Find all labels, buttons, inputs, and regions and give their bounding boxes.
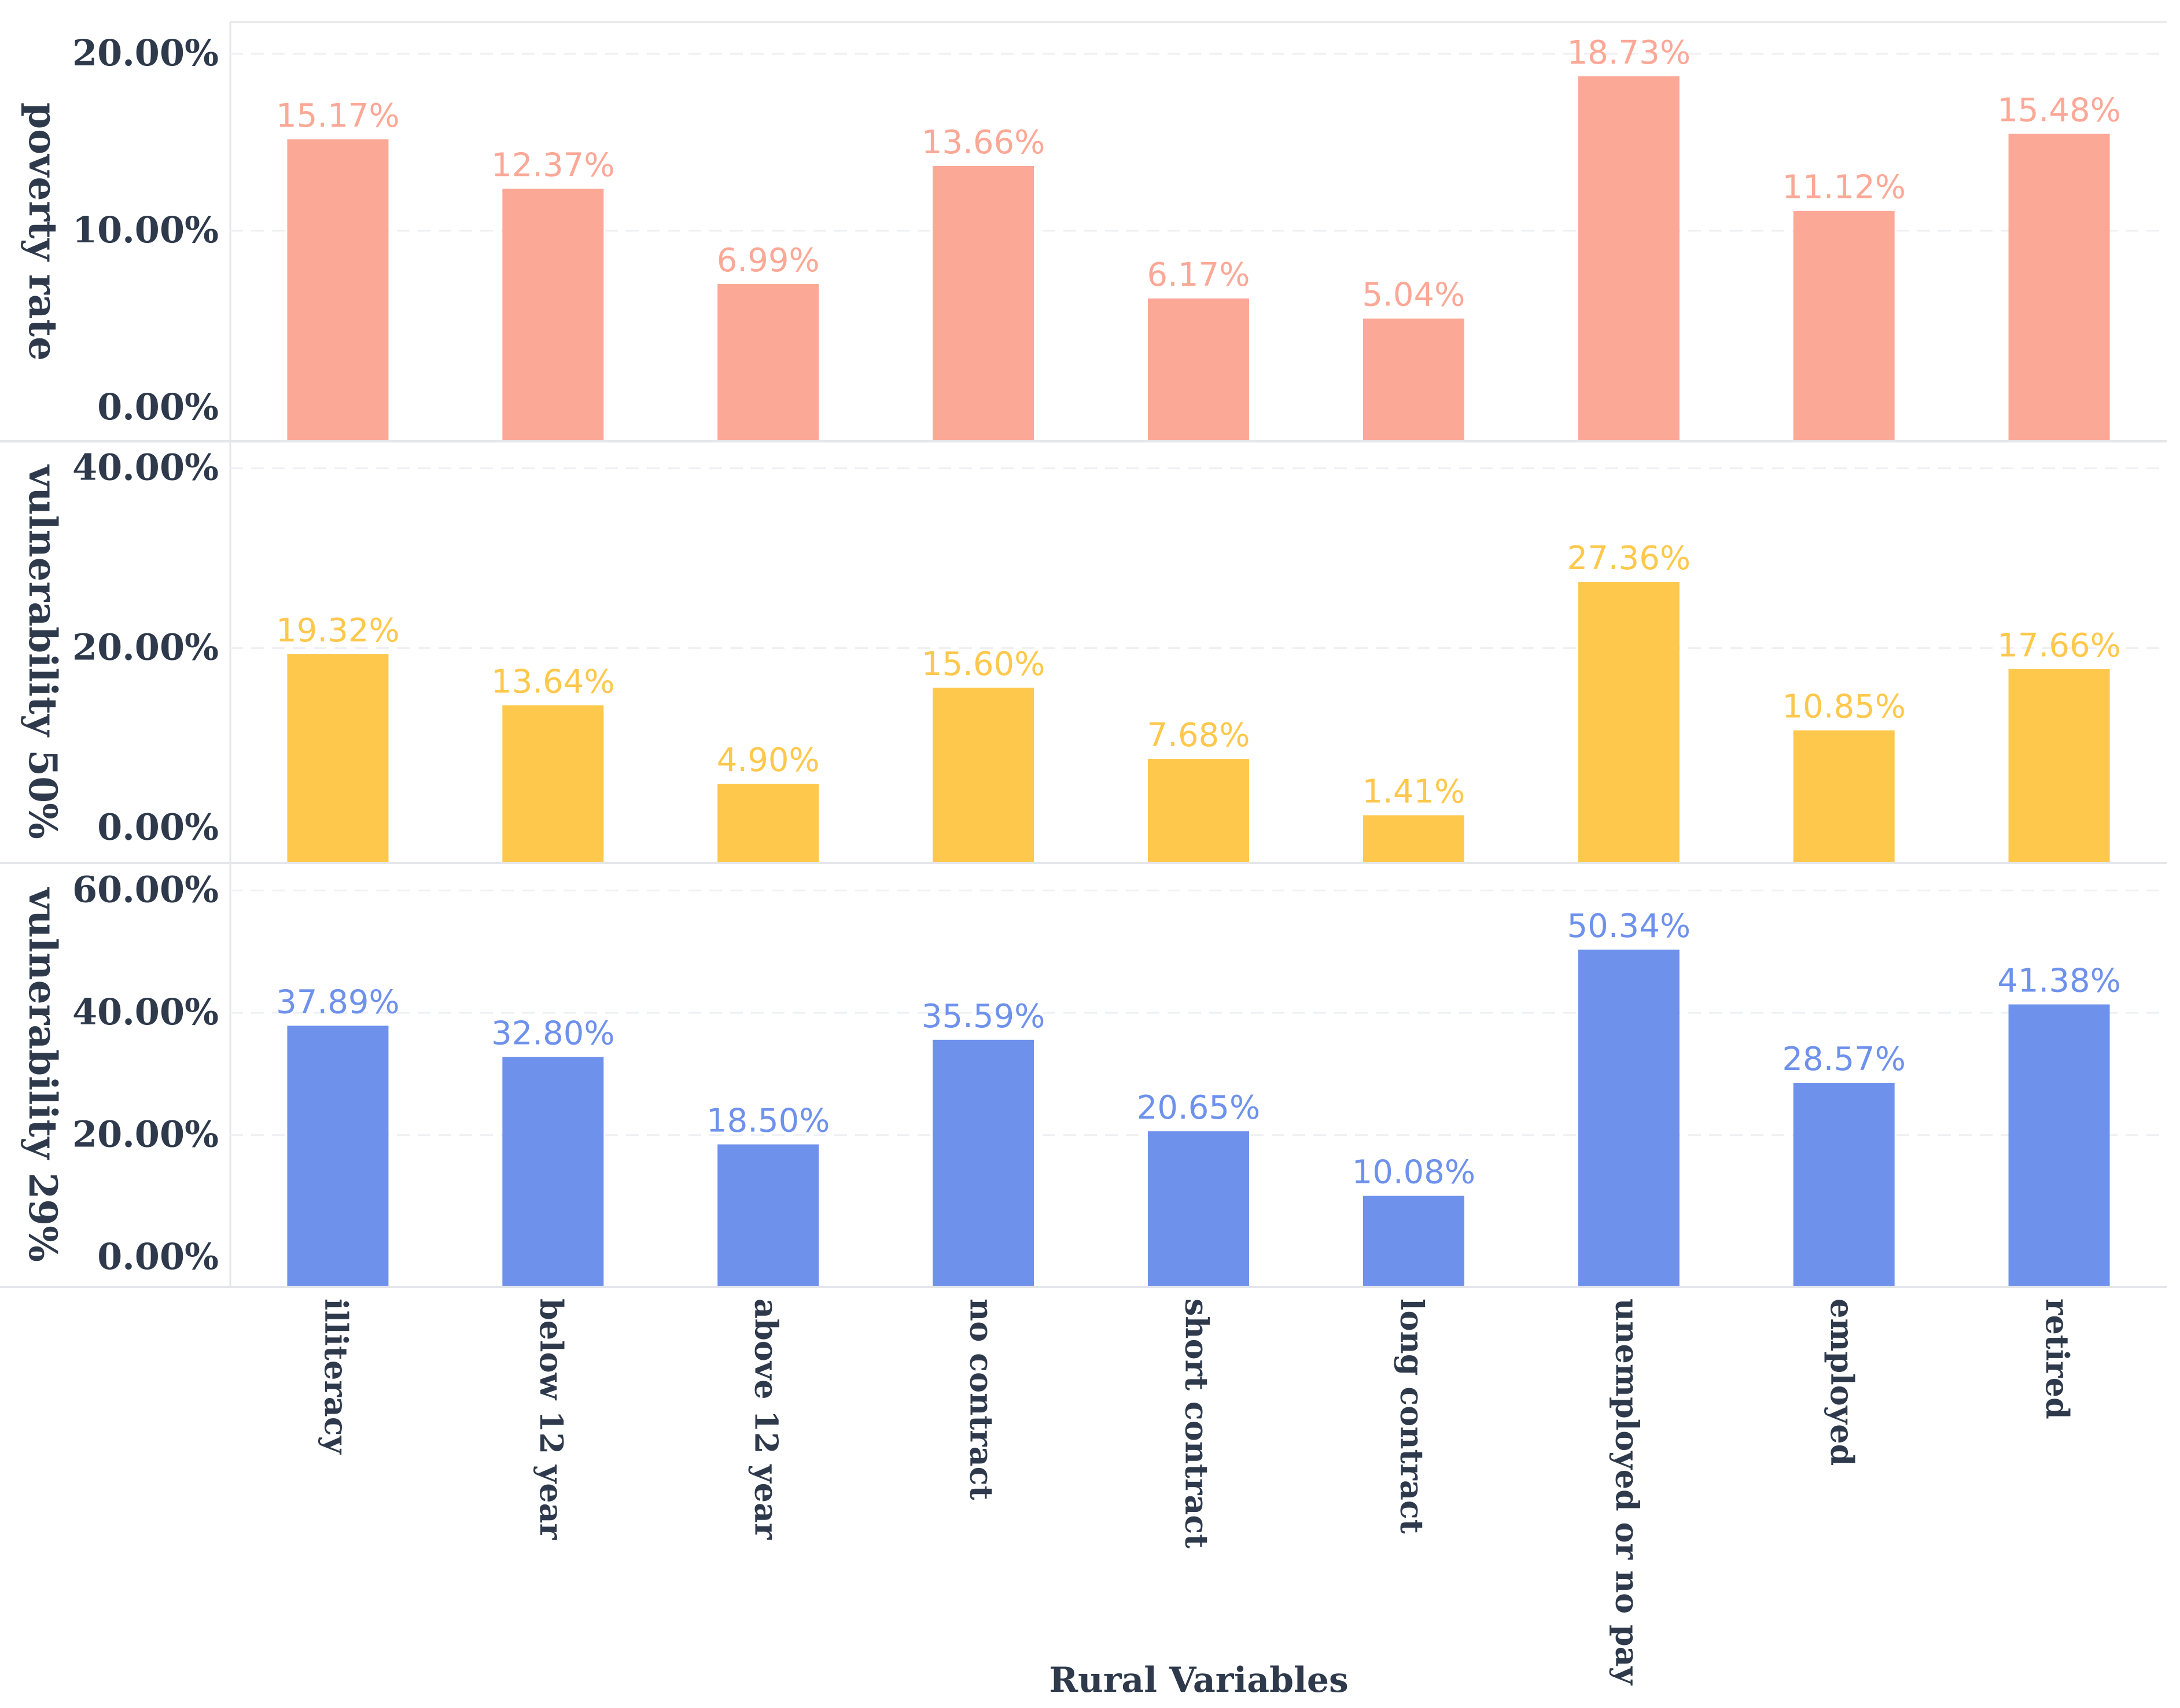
bar[interactable]	[1362, 1196, 1464, 1287]
bar[interactable]	[1578, 582, 1680, 863]
y-tick-label: 20.00%	[72, 626, 219, 669]
bar[interactable]	[2008, 134, 2110, 442]
data-label: 10.85%	[1782, 688, 1906, 726]
data-label: 18.73%	[1567, 34, 1691, 72]
data-label: 28.57%	[1782, 1041, 1906, 1078]
bar[interactable]	[1148, 759, 1249, 863]
y-axis-title: poverty rate	[20, 102, 65, 361]
data-label: 27.36%	[1567, 540, 1691, 577]
bar[interactable]	[1793, 211, 1895, 441]
data-label: 35.59%	[922, 998, 1045, 1035]
bar[interactable]	[1793, 1083, 1895, 1287]
y-tick-label: 20.00%	[72, 32, 219, 74]
bar[interactable]	[933, 687, 1034, 863]
panel-2: 0.00% 20.00% 40.00% 60.00%vulnerability 29%…	[0, 862, 2167, 1288]
y-tick-label: 0.00%	[97, 1235, 219, 1278]
data-label: 15.60%	[922, 645, 1045, 683]
x-tick-label: above 12 year	[748, 1298, 785, 1540]
data-label: 17.66%	[1997, 627, 2121, 665]
x-tick-label: illiteracy	[318, 1298, 355, 1455]
bar[interactable]	[502, 1057, 604, 1287]
panel-1: 0.00% 20.00% 40.00%vulnerability 50% 19.32%…	[0, 440, 2167, 864]
x-tick-label: unemployed or no pay	[1608, 1298, 1645, 1686]
bar[interactable]	[2008, 669, 2110, 863]
bar[interactable]	[502, 705, 604, 863]
data-label: 1.41%	[1362, 773, 1465, 810]
y-tick-label: 40.00%	[72, 447, 219, 489]
data-label: 41.38%	[1997, 962, 2121, 1000]
data-label: 6.17%	[1147, 256, 1250, 294]
bar[interactable]	[1148, 1131, 1249, 1287]
x-tick-label: retired	[2039, 1298, 2076, 1419]
y-tick-label: 10.00%	[72, 209, 219, 251]
y-axis-title: vulnerability 50%	[20, 464, 65, 839]
data-label: 5.04%	[1362, 276, 1465, 314]
bar[interactable]	[1148, 298, 1249, 441]
bar[interactable]	[1578, 76, 1680, 441]
x-tick-label: below 12 year	[533, 1298, 570, 1540]
data-label: 15.48%	[1997, 91, 2121, 129]
data-label: 11.12%	[1782, 169, 1906, 206]
data-label: 6.99%	[717, 242, 820, 279]
x-tick-label: no contract	[963, 1298, 1000, 1500]
y-tick-label: 20.00%	[72, 1113, 219, 1156]
y-tick-label: 0.00%	[97, 386, 219, 428]
category-labels: illiteracy below 12 year above 12 year no c…	[318, 1298, 2076, 1686]
data-label: 32.80%	[491, 1015, 615, 1052]
bar[interactable]	[717, 1144, 819, 1287]
data-label: 50.34%	[1567, 908, 1691, 945]
data-label: 37.89%	[276, 983, 400, 1021]
bar[interactable]	[287, 654, 389, 863]
panels-layer: 0.00%10.00%20.00%poverty rate 15.17%12.37…	[0, 21, 2167, 1288]
x-tick-label: employed	[1824, 1298, 1861, 1466]
data-label: 10.08%	[1352, 1154, 1476, 1191]
bar[interactable]	[1793, 730, 1895, 863]
bar[interactable]	[717, 284, 819, 441]
bar[interactable]	[717, 784, 819, 863]
bar[interactable]	[933, 166, 1034, 441]
bar[interactable]	[2008, 1004, 2110, 1287]
panel-0: 0.00% 10.00% 20.00%poverty rate 15.17% 12.37…	[0, 21, 2167, 442]
x-tick-label: long contract	[1393, 1298, 1430, 1534]
y-axis-title: vulnerability 29%	[20, 887, 65, 1262]
bar[interactable]	[287, 139, 389, 441]
x-axis-title: Rural Variables	[1049, 1660, 1349, 1700]
data-label: 18.50%	[706, 1102, 830, 1140]
y-tick-label: 60.00%	[72, 869, 219, 911]
data-label: 7.68%	[1147, 717, 1250, 754]
data-label: 13.64%	[491, 663, 615, 700]
bar[interactable]	[933, 1039, 1034, 1287]
data-label: 13.66%	[922, 124, 1045, 161]
bar[interactable]	[1578, 949, 1680, 1287]
bar[interactable]	[287, 1025, 389, 1287]
x-tick-label: short contract	[1179, 1298, 1216, 1548]
bar[interactable]	[1362, 318, 1464, 441]
bar[interactable]	[502, 189, 604, 441]
data-label: 4.90%	[717, 742, 820, 779]
data-label: 19.32%	[276, 612, 400, 650]
data-label: 15.17%	[276, 97, 400, 135]
y-tick-label: 40.00%	[72, 991, 219, 1033]
data-label: 12.37%	[491, 146, 615, 184]
data-label: 20.65%	[1137, 1089, 1261, 1127]
bar[interactable]	[1362, 815, 1464, 863]
y-tick-label: 0.00%	[97, 806, 219, 848]
